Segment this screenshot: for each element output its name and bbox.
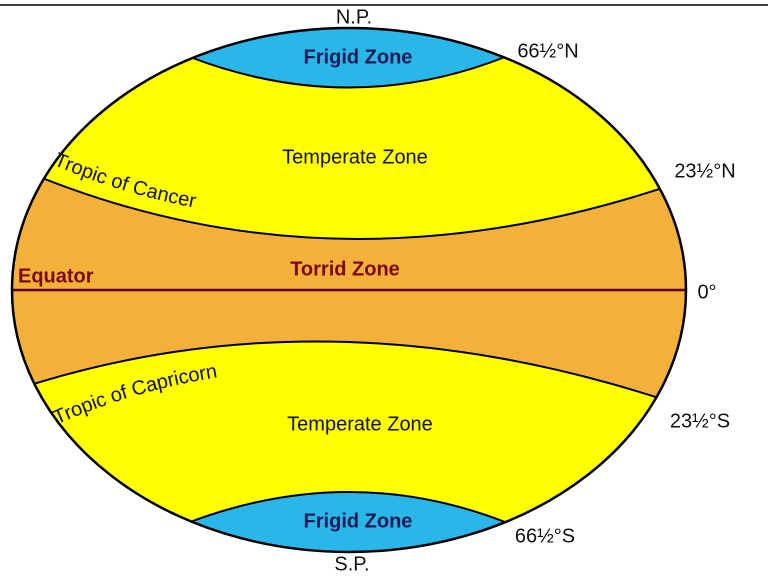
latitude-label: 23½°N — [674, 160, 735, 182]
latitude-label: 0° — [697, 281, 716, 303]
north-pole-label: N.P. — [336, 6, 372, 28]
temperate-zone-label: Temperate Zone — [287, 413, 433, 435]
temperate-zone-label: Temperate Zone — [282, 146, 428, 168]
zones-diagram: N.P. Frigid Zone 66½°N Temperate Zone 23… — [0, 0, 768, 577]
torrid-zone-label: Torrid Zone — [290, 258, 400, 280]
globe-fill — [0, 0, 768, 577]
frigid-zone-label: Frigid Zone — [304, 46, 413, 68]
equator-label: Equator — [18, 265, 94, 287]
latitude-label: 23½°S — [670, 410, 730, 432]
latitude-label: 66½°S — [515, 525, 575, 547]
page: {"labels": { "north_pole": "N.P.", "sout… — [0, 0, 768, 577]
latitude-label: 66½°N — [517, 40, 578, 62]
south-pole-label: S.P. — [334, 553, 369, 575]
frigid-zone-label: Frigid Zone — [304, 510, 413, 532]
